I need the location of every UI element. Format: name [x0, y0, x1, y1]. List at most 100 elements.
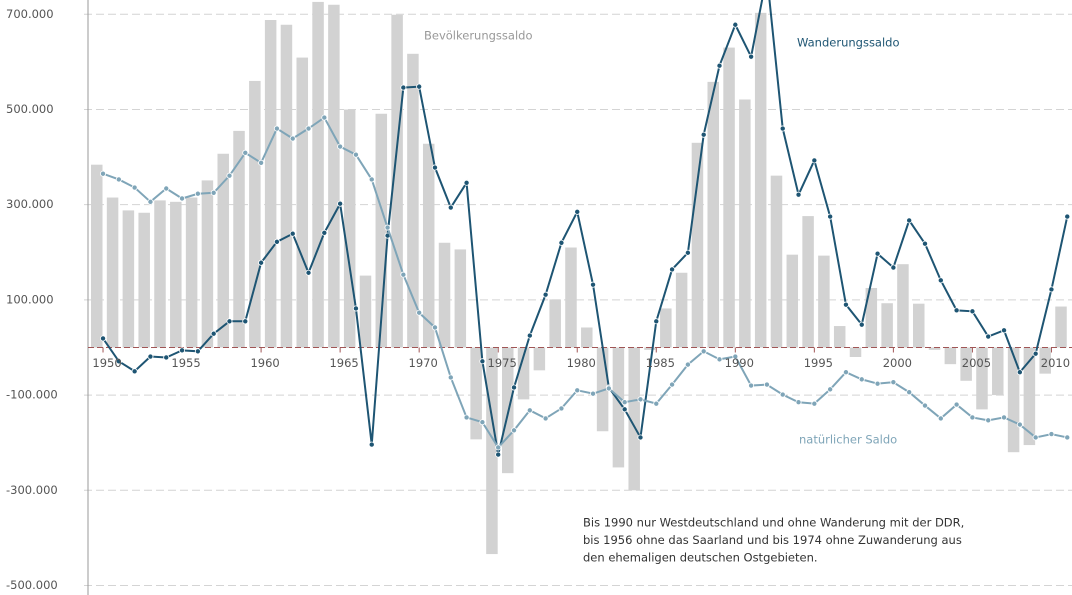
point	[368, 176, 375, 183]
point	[273, 125, 280, 132]
point	[953, 401, 960, 408]
bar	[707, 81, 719, 348]
bar	[106, 197, 119, 348]
x-tick-label: 1980	[567, 356, 596, 370]
bar	[296, 57, 309, 348]
x-tick-label: 2000	[883, 356, 912, 370]
y-tick-label: 700.000	[6, 7, 54, 21]
point	[479, 358, 486, 365]
bar	[1023, 347, 1036, 446]
y-tick-label: -300.000	[6, 483, 58, 497]
point	[400, 84, 407, 91]
series-label: natürlicher Saldo	[799, 433, 897, 447]
point	[1001, 327, 1008, 334]
point	[1048, 431, 1055, 438]
point	[890, 264, 897, 271]
point	[1064, 434, 1071, 441]
point	[637, 434, 644, 441]
point	[574, 208, 581, 215]
point	[969, 308, 976, 315]
x-tick-label: 1950	[92, 356, 121, 370]
point	[890, 379, 897, 386]
point	[511, 384, 518, 391]
bar	[660, 308, 672, 348]
bar	[723, 47, 735, 348]
point	[526, 407, 533, 414]
point	[368, 441, 375, 448]
point	[574, 387, 581, 394]
point	[447, 374, 454, 381]
point	[748, 382, 755, 389]
bar	[280, 24, 293, 348]
point	[100, 335, 107, 342]
bar	[612, 347, 625, 468]
point	[842, 301, 849, 308]
bar	[454, 249, 467, 348]
point	[416, 83, 423, 90]
point	[258, 159, 265, 166]
bar	[849, 347, 862, 357]
y-tick-label: 500.000	[6, 102, 54, 116]
point	[921, 402, 928, 409]
point	[352, 151, 359, 158]
bar	[596, 347, 609, 432]
point	[163, 185, 170, 192]
point	[526, 332, 533, 339]
note: den ehemaligen deutschen Ostgebieten.	[583, 551, 818, 565]
x-tick-label: 1975	[488, 356, 517, 370]
point	[542, 415, 549, 422]
y-tick-label: 100.000	[6, 292, 54, 306]
bar	[1039, 347, 1051, 374]
bar	[881, 303, 893, 348]
point	[684, 361, 691, 368]
labels: 700.000 500.000 300.000 100.000 -100.000 -300…	[6, 7, 1070, 592]
bar	[691, 142, 704, 348]
point	[226, 318, 233, 325]
bar	[865, 287, 878, 348]
bar	[802, 216, 814, 348]
point	[447, 204, 454, 211]
point	[637, 396, 644, 403]
bar	[770, 175, 783, 348]
series-label: Wanderungssaldo	[797, 36, 900, 50]
bar	[944, 347, 957, 365]
point	[416, 309, 423, 316]
grid	[84, 0, 1072, 595]
point	[147, 353, 154, 360]
series-label: Bevölkerungssaldo	[424, 29, 533, 43]
point	[858, 321, 865, 328]
point	[1048, 286, 1055, 293]
point	[811, 157, 818, 164]
bar	[581, 327, 593, 348]
bar	[912, 303, 925, 348]
note: bis 1956 ohne das Saarland und bis 1974 …	[583, 533, 962, 547]
point	[684, 249, 691, 256]
bar	[359, 275, 372, 348]
point	[985, 333, 992, 340]
point	[763, 381, 770, 388]
point	[1032, 350, 1039, 357]
point	[179, 347, 186, 354]
point	[431, 164, 438, 171]
point	[653, 318, 660, 325]
point	[115, 176, 122, 183]
point	[226, 172, 233, 179]
point	[337, 143, 344, 150]
point	[716, 356, 723, 363]
point	[605, 385, 612, 392]
point	[1016, 421, 1023, 428]
bar	[992, 347, 1004, 396]
x-tick-label: 1970	[409, 356, 438, 370]
bar	[201, 180, 214, 348]
bar	[1055, 306, 1067, 348]
point	[1032, 434, 1039, 441]
point	[732, 353, 739, 360]
point	[463, 414, 470, 421]
point	[779, 125, 786, 132]
bar	[533, 347, 546, 371]
point	[337, 200, 344, 207]
bar	[170, 201, 182, 348]
bar	[517, 347, 530, 400]
bar	[786, 254, 799, 348]
